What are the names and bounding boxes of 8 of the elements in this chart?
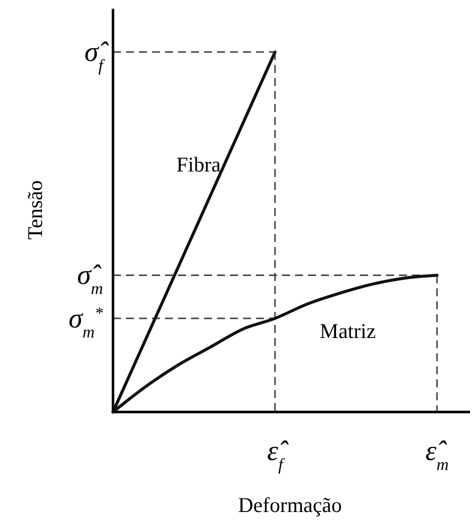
x-tick-label: ε̂$_{f}$ — [267, 436, 290, 474]
x-axis-title: Deformação — [238, 493, 342, 517]
ref-line-label: σ̂$_{f}$ — [84, 37, 110, 74]
x-tick-label: ε̂$_{m}$ — [425, 436, 449, 474]
y-axis-title: Tensão — [23, 180, 47, 240]
series-label: Fibra — [176, 152, 222, 177]
ref-line-label: σ̂$_{m}$ — [77, 260, 103, 298]
series-label: Matriz — [320, 319, 376, 344]
